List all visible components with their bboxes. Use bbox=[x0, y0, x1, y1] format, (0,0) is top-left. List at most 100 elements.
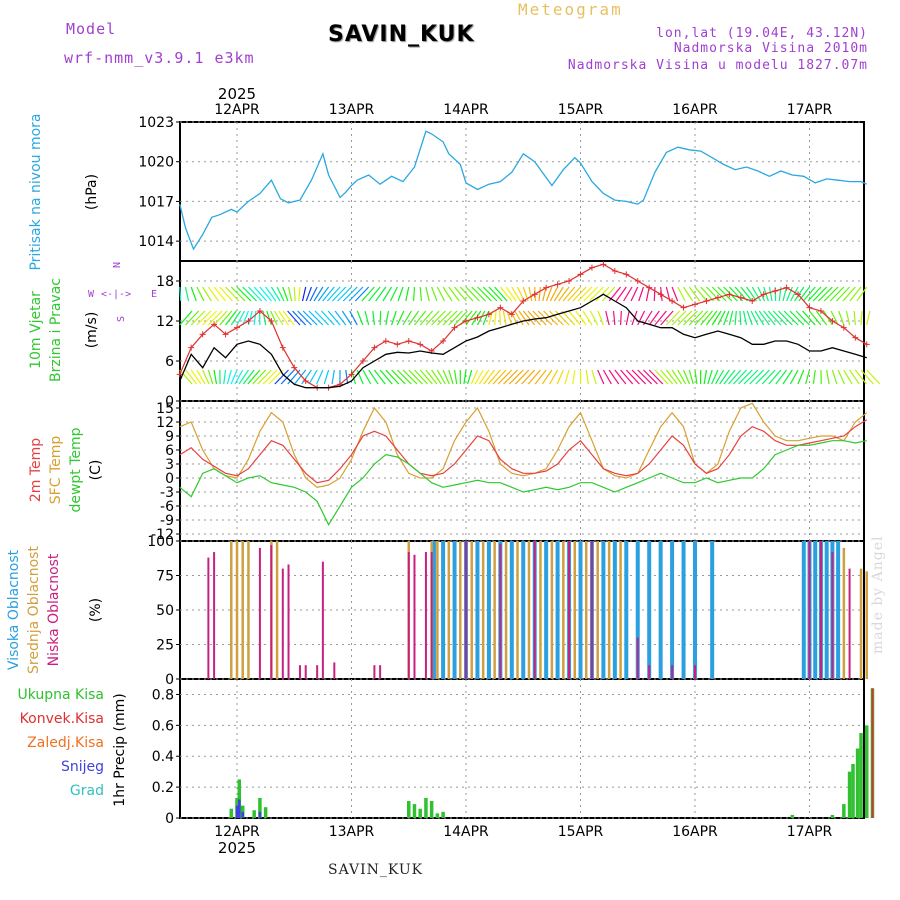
cloud-low-bar bbox=[321, 561, 324, 679]
day-label-top-12APR: 12APR bbox=[214, 102, 260, 118]
wind-barb bbox=[414, 369, 428, 385]
wind-gust-marker bbox=[749, 298, 756, 304]
wind-gust-marker bbox=[440, 338, 447, 344]
elevation-label: Nadmorska Visina 2010m bbox=[673, 41, 868, 56]
cloud-high-bar bbox=[710, 541, 715, 679]
wind-barb bbox=[226, 369, 232, 385]
pressure-line bbox=[179, 130, 868, 251]
wind-barb bbox=[815, 310, 828, 326]
wind-barb bbox=[373, 369, 386, 385]
wind-barb bbox=[711, 310, 722, 326]
cloud-low-bar bbox=[379, 665, 382, 679]
wind-gust-marker bbox=[600, 261, 607, 268]
cloud-mid-bar bbox=[275, 541, 279, 679]
wind-gust-marker bbox=[646, 284, 653, 291]
wind-barb bbox=[738, 369, 753, 385]
wind-barb bbox=[405, 286, 410, 302]
wind-barb bbox=[179, 310, 193, 326]
cloud-high-bar bbox=[555, 541, 560, 679]
cloud-mid-bar bbox=[596, 541, 599, 679]
wind-barb bbox=[230, 369, 238, 385]
wind-barb bbox=[555, 310, 570, 326]
wind-barb bbox=[268, 369, 284, 385]
wind-barb bbox=[643, 369, 658, 385]
wind-barb bbox=[266, 310, 272, 326]
lonlat-label: lon,lat (19.04E, 43.12N) bbox=[656, 26, 868, 41]
wind-barb bbox=[562, 286, 576, 302]
wind-barb bbox=[282, 286, 289, 302]
wind-barb bbox=[287, 286, 293, 302]
precip-snow-bar bbox=[241, 811, 244, 818]
wind-barb bbox=[252, 369, 267, 385]
wind-barb bbox=[282, 310, 295, 326]
wind-barb bbox=[396, 369, 412, 385]
wind-barb bbox=[812, 286, 828, 302]
wind-barb bbox=[711, 369, 719, 385]
wind-barb bbox=[185, 369, 198, 385]
wind-barb bbox=[739, 310, 742, 326]
wind-barb bbox=[511, 286, 521, 302]
compass-west: W bbox=[88, 289, 95, 300]
wind-barb bbox=[682, 369, 691, 385]
wind-barb bbox=[408, 369, 423, 385]
wind-barb bbox=[754, 310, 765, 326]
wind-barb bbox=[677, 286, 686, 302]
wind-gust-marker bbox=[692, 301, 698, 308]
precip-total-bar bbox=[865, 725, 869, 818]
wind-gust-marker bbox=[371, 344, 378, 351]
wind-gust-marker bbox=[382, 338, 389, 344]
wind-gust-marker bbox=[680, 304, 687, 311]
wind-barb bbox=[568, 310, 581, 326]
wind-barb bbox=[549, 369, 559, 385]
wind-barb bbox=[527, 369, 541, 385]
wind-gust-marker bbox=[863, 341, 870, 348]
wind-barb bbox=[541, 369, 553, 385]
wind-barb bbox=[671, 369, 683, 385]
wind-barb bbox=[711, 286, 727, 302]
wind-barb bbox=[253, 286, 268, 302]
wind-barb bbox=[179, 369, 193, 385]
wind-barb bbox=[334, 310, 347, 326]
wind-barb bbox=[829, 286, 845, 302]
wind-barb bbox=[331, 286, 347, 302]
wind-barb bbox=[190, 369, 202, 385]
wind-barb bbox=[274, 310, 284, 326]
wind-barb bbox=[772, 310, 788, 326]
wind-barb bbox=[807, 286, 822, 302]
wind-gust-marker bbox=[588, 264, 595, 271]
wind-barb bbox=[276, 286, 285, 302]
cloud-label-high: Visoka Oblacnost bbox=[6, 549, 22, 670]
wind-barb bbox=[826, 369, 830, 385]
wind-barb bbox=[331, 369, 335, 385]
wind-barb bbox=[665, 369, 678, 385]
wind-barb bbox=[768, 369, 782, 385]
wind-barb bbox=[362, 369, 372, 385]
wind-gust-marker bbox=[669, 298, 676, 304]
precip-legend-1: Konvek.Kisa bbox=[20, 711, 104, 727]
wind-gust-marker bbox=[817, 308, 824, 314]
wind-gust-marker bbox=[531, 291, 538, 298]
wind-gust-marker bbox=[359, 358, 366, 364]
wind-barb bbox=[638, 286, 645, 302]
wind-gust-marker bbox=[291, 364, 298, 371]
wind-barb bbox=[207, 369, 214, 385]
wind-barb bbox=[514, 310, 524, 326]
wind-gust-marker bbox=[543, 284, 550, 291]
wind-barb bbox=[499, 286, 513, 302]
wind-barb bbox=[402, 310, 412, 326]
wind-barb bbox=[385, 369, 400, 385]
wind-barb bbox=[391, 310, 397, 326]
precip-total-bar bbox=[412, 804, 417, 818]
precip-total-bar bbox=[855, 748, 860, 818]
precip-total-bar bbox=[263, 807, 268, 818]
wind-gust-marker bbox=[566, 278, 573, 284]
panel-frame-5 bbox=[179, 678, 865, 819]
wind-barb bbox=[589, 310, 599, 326]
cloud-low-bar bbox=[848, 568, 851, 679]
day-label-top-15APR: 15APR bbox=[558, 102, 604, 118]
wind-barb bbox=[561, 310, 576, 326]
wind-barb bbox=[589, 286, 604, 302]
wind-barb bbox=[838, 310, 845, 326]
wind-barb bbox=[196, 310, 212, 326]
wind-barb bbox=[497, 369, 513, 385]
